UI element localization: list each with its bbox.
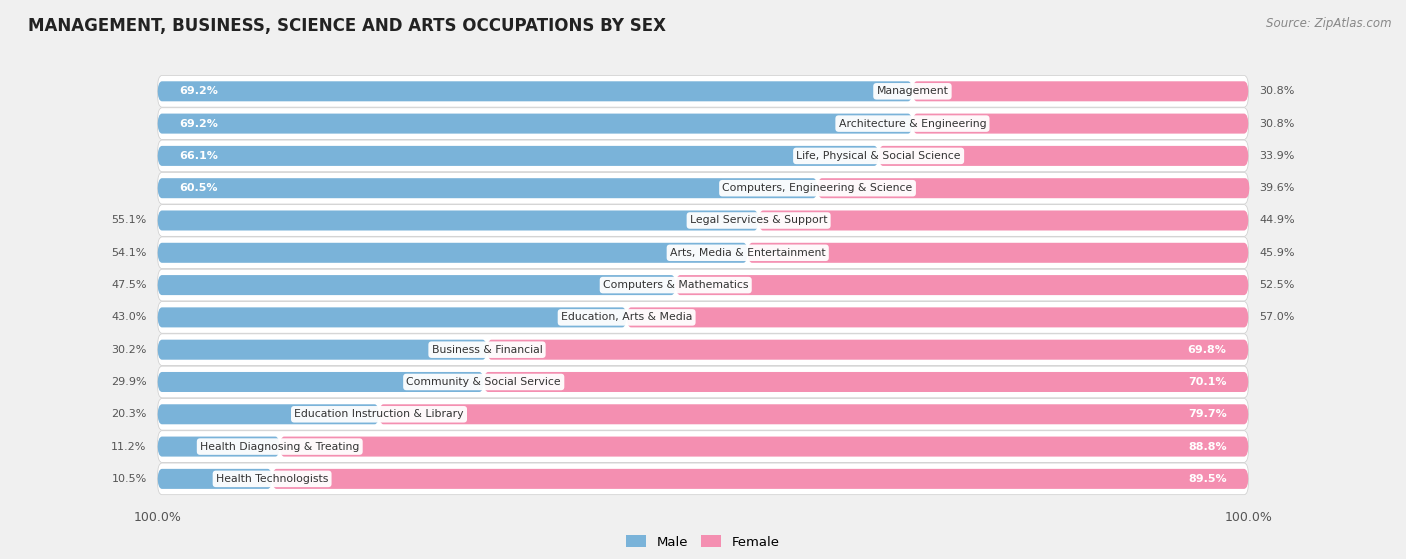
Text: 33.9%: 33.9% <box>1260 151 1295 161</box>
FancyBboxPatch shape <box>157 140 1249 172</box>
FancyBboxPatch shape <box>157 269 1249 301</box>
Text: Education Instruction & Library: Education Instruction & Library <box>294 409 464 419</box>
Text: 69.8%: 69.8% <box>1188 345 1226 355</box>
Text: 66.1%: 66.1% <box>180 151 218 161</box>
Text: Health Diagnosing & Treating: Health Diagnosing & Treating <box>200 442 360 452</box>
Text: 11.2%: 11.2% <box>111 442 146 452</box>
FancyBboxPatch shape <box>759 211 1249 230</box>
FancyBboxPatch shape <box>157 211 759 230</box>
FancyBboxPatch shape <box>157 108 1249 139</box>
Text: 20.3%: 20.3% <box>111 409 146 419</box>
FancyBboxPatch shape <box>627 307 1249 328</box>
Text: 55.1%: 55.1% <box>111 215 146 225</box>
FancyBboxPatch shape <box>912 81 1249 101</box>
FancyBboxPatch shape <box>157 237 1249 269</box>
Text: Legal Services & Support: Legal Services & Support <box>690 215 827 225</box>
Text: Arts, Media & Entertainment: Arts, Media & Entertainment <box>669 248 825 258</box>
FancyBboxPatch shape <box>157 275 676 295</box>
Text: 45.9%: 45.9% <box>1260 248 1295 258</box>
FancyBboxPatch shape <box>748 243 1249 263</box>
Text: Health Technologists: Health Technologists <box>217 474 328 484</box>
FancyBboxPatch shape <box>157 437 280 457</box>
Text: 57.0%: 57.0% <box>1260 312 1295 323</box>
Text: MANAGEMENT, BUSINESS, SCIENCE AND ARTS OCCUPATIONS BY SEX: MANAGEMENT, BUSINESS, SCIENCE AND ARTS O… <box>28 17 666 35</box>
Text: 52.5%: 52.5% <box>1260 280 1295 290</box>
Text: Management: Management <box>876 86 949 96</box>
Text: 70.1%: 70.1% <box>1188 377 1226 387</box>
FancyBboxPatch shape <box>157 469 273 489</box>
FancyBboxPatch shape <box>380 404 1249 424</box>
FancyBboxPatch shape <box>157 81 912 101</box>
Text: 29.9%: 29.9% <box>111 377 146 387</box>
FancyBboxPatch shape <box>157 404 380 424</box>
FancyBboxPatch shape <box>157 146 879 166</box>
Text: 43.0%: 43.0% <box>111 312 146 323</box>
Text: 47.5%: 47.5% <box>111 280 146 290</box>
Text: 39.6%: 39.6% <box>1260 183 1295 193</box>
Text: Life, Physical & Social Science: Life, Physical & Social Science <box>796 151 960 161</box>
Legend: Male, Female: Male, Female <box>626 536 780 549</box>
FancyBboxPatch shape <box>273 469 1249 489</box>
FancyBboxPatch shape <box>157 431 1249 462</box>
FancyBboxPatch shape <box>817 178 1250 198</box>
Text: Architecture & Engineering: Architecture & Engineering <box>838 119 986 129</box>
Text: 69.2%: 69.2% <box>180 86 218 96</box>
Text: 30.8%: 30.8% <box>1260 119 1295 129</box>
FancyBboxPatch shape <box>157 205 1249 236</box>
Text: Computers & Mathematics: Computers & Mathematics <box>603 280 748 290</box>
Text: Community & Social Service: Community & Social Service <box>406 377 561 387</box>
FancyBboxPatch shape <box>157 366 1249 398</box>
Text: Business & Financial: Business & Financial <box>432 345 543 355</box>
FancyBboxPatch shape <box>157 75 1249 107</box>
FancyBboxPatch shape <box>157 113 912 134</box>
FancyBboxPatch shape <box>912 113 1249 134</box>
Text: 88.8%: 88.8% <box>1188 442 1226 452</box>
Text: 60.5%: 60.5% <box>180 183 218 193</box>
FancyBboxPatch shape <box>157 301 1249 333</box>
Text: 30.8%: 30.8% <box>1260 86 1295 96</box>
Text: 30.2%: 30.2% <box>111 345 146 355</box>
FancyBboxPatch shape <box>157 172 1249 204</box>
Text: 44.9%: 44.9% <box>1260 215 1295 225</box>
Text: Computers, Engineering & Science: Computers, Engineering & Science <box>723 183 912 193</box>
FancyBboxPatch shape <box>879 146 1249 166</box>
FancyBboxPatch shape <box>280 437 1249 457</box>
FancyBboxPatch shape <box>157 399 1249 430</box>
FancyBboxPatch shape <box>157 463 1249 495</box>
Text: 10.5%: 10.5% <box>111 474 146 484</box>
FancyBboxPatch shape <box>676 275 1249 295</box>
FancyBboxPatch shape <box>484 372 1249 392</box>
FancyBboxPatch shape <box>486 340 1249 359</box>
Text: 89.5%: 89.5% <box>1188 474 1226 484</box>
Text: Source: ZipAtlas.com: Source: ZipAtlas.com <box>1267 17 1392 30</box>
Text: Education, Arts & Media: Education, Arts & Media <box>561 312 692 323</box>
FancyBboxPatch shape <box>157 340 486 359</box>
FancyBboxPatch shape <box>157 372 484 392</box>
Text: 79.7%: 79.7% <box>1188 409 1226 419</box>
FancyBboxPatch shape <box>157 307 627 328</box>
Text: 69.2%: 69.2% <box>180 119 218 129</box>
FancyBboxPatch shape <box>157 334 1249 366</box>
FancyBboxPatch shape <box>157 243 748 263</box>
Text: 54.1%: 54.1% <box>111 248 146 258</box>
FancyBboxPatch shape <box>157 178 817 198</box>
